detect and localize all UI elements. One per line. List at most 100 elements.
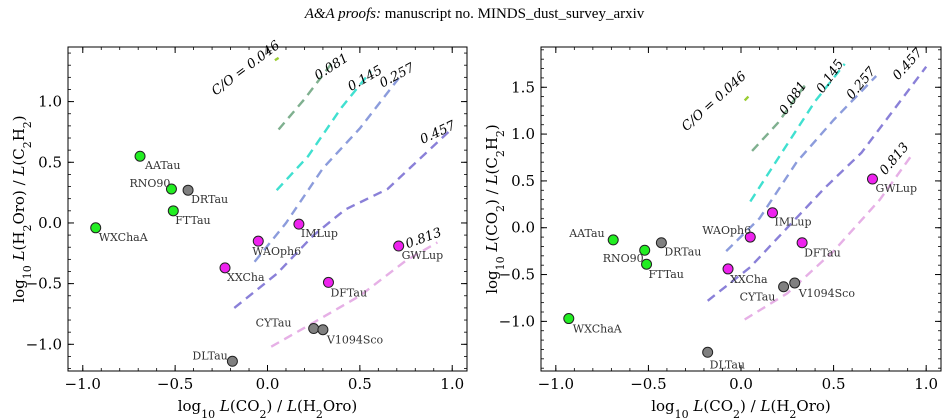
- x-tick-label: 0.5: [822, 375, 846, 393]
- co-track-5: [233, 131, 450, 309]
- y-tick-label: 0.5: [511, 172, 535, 190]
- data-point: [641, 258, 653, 270]
- data-point-label: WAOph6: [252, 245, 301, 258]
- data-point-label: AATau: [144, 159, 180, 172]
- x-axis-title: log10 L(CO2) / L(H2Oro): [178, 397, 358, 419]
- co-track-1: [274, 56, 280, 62]
- data-point: [722, 263, 734, 275]
- co-track-4: [725, 75, 878, 252]
- data-point: [308, 323, 320, 335]
- co-track-6: [270, 241, 439, 348]
- data-point: [639, 244, 651, 256]
- y-tick-label: −0.5: [26, 275, 62, 293]
- data-point-label: GWLup: [402, 249, 444, 262]
- co-track-6: [744, 154, 913, 321]
- data-point: [226, 355, 238, 367]
- data-point: [607, 234, 619, 246]
- co-track-label: 0.081: [312, 51, 351, 84]
- data-point: [317, 324, 329, 336]
- data-point: [778, 281, 790, 293]
- data-point-label: WXChaA: [99, 231, 149, 244]
- x-tick-label: −0.5: [630, 375, 666, 393]
- data-point-label: RNO90: [129, 177, 170, 190]
- data-point-label: FTTau: [649, 268, 684, 281]
- data-point-label: IMLup: [301, 227, 338, 240]
- x-tick-label: −1.0: [538, 375, 574, 393]
- y-tick-label: −0.5: [499, 266, 535, 284]
- data-point-label: DRTau: [191, 193, 228, 206]
- data-point: [702, 346, 714, 358]
- x-tick-label: 0.0: [256, 375, 280, 393]
- y-tick-label: −1.0: [26, 335, 62, 353]
- co-track-2: [751, 80, 809, 152]
- data-point: [744, 231, 756, 243]
- co-track-label: 0.257: [377, 60, 418, 91]
- data-point-label: CYTau: [740, 291, 776, 304]
- x-tick-label: 0.5: [348, 375, 372, 393]
- chart-panel-1: C/O = 0.046 0.0810.1450.2570.4570.813AATa…: [10, 38, 468, 419]
- data-point: [219, 262, 231, 274]
- y-tick-label: 1.5: [511, 78, 535, 96]
- data-point-label: FTTau: [175, 214, 210, 227]
- data-point: [293, 218, 305, 230]
- data-point: [252, 235, 264, 247]
- co-track-label: 0.257: [844, 64, 880, 103]
- page-header: A&A proofs: manuscript no. MINDS_dust_su…: [0, 6, 949, 23]
- data-point: [134, 150, 146, 162]
- data-point-label: DLTau: [192, 349, 227, 362]
- x-tick-label: 0.0: [729, 375, 753, 393]
- x-tick-label: −0.5: [157, 375, 193, 393]
- data-point: [393, 240, 405, 252]
- data-point: [766, 207, 778, 219]
- data-point-label: GWLup: [875, 182, 917, 195]
- co-track-label: 0.813: [877, 140, 912, 178]
- x-axis-title: log10 L(CO2) / L(H2Oro): [651, 397, 831, 419]
- data-point-label: IMLup: [774, 216, 811, 229]
- data-point-label: AATau: [568, 227, 604, 240]
- data-point-label: XXCha: [227, 271, 265, 284]
- x-tick-label: 1.0: [914, 375, 938, 393]
- data-point-label: DLTau: [710, 358, 745, 371]
- y-tick-label: 0.0: [38, 214, 62, 232]
- data-point-label: CYTau: [256, 317, 292, 330]
- co-track-1: [743, 95, 750, 102]
- co-track-3: [275, 70, 372, 192]
- data-point: [165, 183, 177, 195]
- data-point: [182, 184, 194, 196]
- data-point-label: DFTau: [330, 286, 367, 299]
- y-axis-title: log10 L(H2Oro) / L(C2H2): [10, 115, 34, 302]
- data-point-label: DFTau: [804, 247, 841, 260]
- data-point-label: V1094Sco: [798, 287, 856, 300]
- co-track-label: 0.145: [814, 57, 848, 96]
- data-point: [866, 173, 878, 185]
- co-track-label: 0.457: [890, 45, 927, 83]
- y-tick-label: −1.0: [499, 312, 535, 330]
- data-point-label: XXCha: [730, 273, 768, 286]
- x-tick-label: 1.0: [440, 375, 464, 393]
- manuscript-id: manuscript no. MINDS_dust_survey_arxiv: [384, 6, 645, 22]
- data-point-label: RNO90: [603, 252, 644, 265]
- data-point-label: V1094Sco: [326, 334, 384, 347]
- data-point-label: WAOph6: [702, 224, 751, 237]
- journal-name: A&A proofs:: [304, 6, 381, 22]
- x-tick-label: −1.0: [65, 375, 101, 393]
- y-tick-label: 1.0: [38, 93, 62, 111]
- co-track-5: [706, 65, 928, 302]
- y-tick-label: 0.5: [38, 153, 62, 171]
- data-point-label: WXChaA: [573, 323, 623, 336]
- data-point: [322, 276, 334, 288]
- data-point: [563, 313, 575, 325]
- data-point: [655, 237, 667, 249]
- data-point: [789, 277, 801, 289]
- co-track-label: 0.081: [777, 79, 811, 118]
- data-point: [796, 237, 808, 249]
- co-track-2: [277, 59, 335, 131]
- data-point-label: DRTau: [664, 246, 701, 259]
- data-point: [167, 205, 179, 217]
- co-track-label: C/O = 0.046: [679, 69, 749, 135]
- co-track-3: [749, 63, 846, 203]
- data-point: [90, 222, 102, 234]
- y-tick-label: 0.0: [511, 219, 535, 237]
